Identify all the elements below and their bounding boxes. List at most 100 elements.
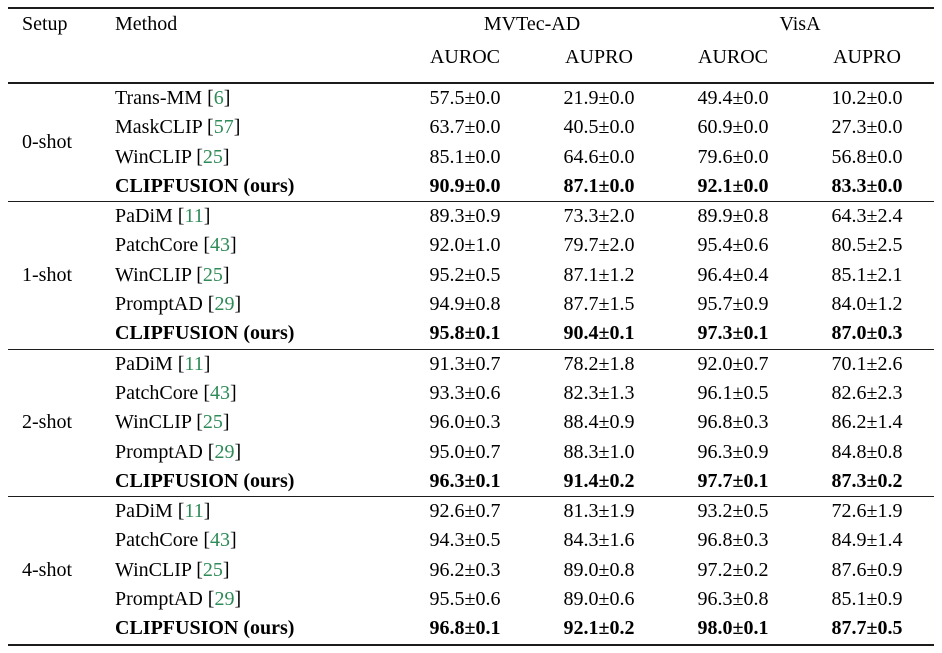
value-cell: 96.3±0.8 — [697, 588, 769, 611]
method-cell: CLIPFUSION (ours) — [103, 172, 398, 202]
value-cell: 70.1±2.6 — [800, 348, 935, 379]
value-cell: 87.3±0.2 — [831, 469, 903, 492]
table-row: WinCLIP [25] 95.2±0.5 87.1±1.2 96.4±0.4 85.1… — [8, 261, 934, 290]
method-name: PatchCore — [115, 234, 199, 257]
value-cell: 87.7±1.5 — [563, 293, 635, 316]
value-cell: 57.5±0.0 — [398, 82, 532, 114]
method-cell: WinCLIP [25] — [115, 263, 230, 286]
table-row: PatchCore [43] 92.0±1.0 79.7±2.0 95.4±0.6 80… — [8, 231, 934, 260]
method-cell: CLIPFUSION (ours) — [103, 614, 398, 644]
value-cell: 81.3±1.9 — [532, 496, 667, 527]
citation-link[interactable]: 29 — [214, 293, 235, 316]
value-cell: 92.1±0.2 — [563, 617, 635, 640]
method-name: CLIPFUSION (ours) — [115, 617, 295, 640]
value-cell: 86.2±1.4 — [831, 411, 903, 434]
method-cell: PromptAD [29] — [115, 293, 242, 316]
method-cell: CLIPFUSION (ours) — [103, 319, 398, 349]
value-cell: 80.5±2.5 — [831, 234, 903, 257]
value-cell: 96.2±0.3 — [429, 558, 501, 581]
citation-link[interactable]: 43 — [209, 234, 230, 257]
value-cell: 95.2±0.5 — [429, 263, 501, 286]
value-cell: 79.6±0.0 — [697, 145, 769, 168]
citation-link[interactable]: 11 — [184, 500, 204, 523]
method-cell: MaskCLIP [57] — [115, 116, 241, 139]
header-mvtec-ad: MVTec-AD — [483, 13, 581, 35]
value-cell: 96.1±0.5 — [697, 381, 769, 404]
citation-link[interactable]: 25 — [202, 145, 223, 168]
table-row: WinCLIP [25] 96.2±0.3 89.0±0.8 97.2±0.2 87.6… — [8, 556, 934, 585]
value-cell: 85.1±2.1 — [831, 263, 903, 286]
value-cell: 93.2±0.5 — [666, 496, 801, 527]
header-metric-aupro-visa: AUPRO — [833, 46, 901, 68]
method-cell: PaDiM [11] — [103, 201, 398, 232]
value-cell: 96.4±0.4 — [697, 263, 769, 286]
citation-link[interactable]: 25 — [202, 263, 223, 286]
value-cell: 97.2±0.2 — [697, 558, 769, 581]
table-header: Setup Method MVTec-AD VisA AUROC AUPRO A… — [8, 8, 935, 83]
value-cell: 87.0±0.3 — [831, 322, 903, 345]
value-cell: 64.3±2.4 — [800, 201, 935, 232]
value-cell: 98.0±0.1 — [697, 617, 769, 640]
value-cell: 96.0±0.3 — [429, 411, 501, 434]
table-row: CLIPFUSION (ours) 96.3±0.1 91.4±0.2 97.7±0.… — [8, 467, 934, 497]
value-cell: 27.3±0.0 — [831, 116, 903, 139]
value-cell: 60.9±0.0 — [697, 116, 769, 139]
citation-link[interactable]: 25 — [202, 558, 223, 581]
value-cell: 97.7±0.1 — [697, 469, 769, 492]
table-row: PromptAD [29] 95.5±0.6 89.0±0.6 96.3±0.8 85.… — [8, 585, 934, 614]
table-row: PatchCore [43] 94.3±0.5 84.3±1.6 96.8±0.3 84… — [8, 526, 934, 555]
citation-link[interactable]: 25 — [202, 411, 223, 434]
header-row-datasets: Setup Method MVTec-AD VisA — [8, 8, 934, 46]
value-cell: 85.1±0.0 — [429, 145, 501, 168]
citation-link[interactable]: 43 — [209, 381, 230, 404]
citation-link[interactable]: 29 — [214, 440, 235, 463]
value-cell: 21.9±0.0 — [532, 82, 667, 114]
value-cell: 84.0±1.2 — [831, 293, 903, 316]
value-cell: 91.4±0.2 — [563, 469, 635, 492]
method-name: MaskCLIP — [115, 116, 203, 139]
citation-link[interactable]: 6 — [213, 87, 224, 109]
setup-cell: 1-shot — [8, 201, 103, 350]
table-row: MaskCLIP [57] 63.7±0.0 40.5±0.0 60.9±0.0 27.… — [8, 113, 934, 142]
method-cell: WinCLIP [25] — [115, 145, 230, 168]
value-cell: 95.5±0.6 — [429, 588, 501, 611]
citation-link[interactable]: 57 — [213, 116, 234, 139]
table-row: 0-shot Trans-MM [6] 57.5±0.0 21.9±0.0 49.4±0… — [8, 82, 935, 202]
setup-cell: 0-shot — [8, 82, 103, 202]
value-cell: 63.7±0.0 — [429, 116, 501, 139]
header-method: Method — [115, 13, 178, 35]
citation-link[interactable]: 11 — [184, 352, 204, 375]
method-cell: PromptAD [29] — [115, 588, 242, 611]
method-name: WinCLIP — [115, 263, 192, 286]
method-cell: CLIPFUSION (ours) — [103, 467, 398, 497]
value-cell: 95.4±0.6 — [697, 234, 769, 257]
value-cell: 82.3±1.3 — [563, 381, 635, 404]
method-cell: PaDiM [11] — [103, 496, 398, 527]
value-cell: 85.1±0.9 — [831, 588, 903, 611]
header-metric-auroc-visa: AUROC — [698, 46, 769, 68]
value-cell: 89.0±0.8 — [563, 558, 635, 581]
method-name: PaDiM — [115, 205, 173, 228]
table-row: 4-shot PaDiM [11] 92.6±0.7 81.3±1.9 93.2±0.5… — [8, 496, 935, 645]
table-row: WinCLIP [25] 85.1±0.0 64.6±0.0 79.6±0.0 56.8… — [8, 143, 934, 172]
citation-link[interactable]: 11 — [184, 205, 204, 228]
value-cell: 91.3±0.7 — [398, 348, 532, 379]
value-cell: 84.8±0.8 — [831, 440, 903, 463]
value-cell: 84.3±1.6 — [563, 529, 635, 552]
value-cell: 89.3±0.9 — [398, 201, 532, 232]
value-cell: 95.7±0.9 — [697, 293, 769, 316]
value-cell: 84.9±1.4 — [831, 529, 903, 552]
value-cell: 90.9±0.0 — [429, 174, 501, 197]
value-cell: 87.6±0.9 — [831, 558, 903, 581]
value-cell: 82.6±2.3 — [831, 381, 903, 404]
method-name: WinCLIP — [115, 411, 192, 434]
value-cell: 87.7±0.5 — [831, 617, 903, 640]
value-cell: 95.8±0.1 — [429, 322, 501, 345]
citation-link[interactable]: 43 — [209, 529, 230, 552]
citation-link[interactable]: 29 — [214, 588, 235, 611]
method-name: CLIPFUSION (ours) — [115, 174, 295, 197]
table-row: PatchCore [43] 93.3±0.6 82.3±1.3 96.1±0.5 82… — [8, 379, 934, 408]
results-table-body: 0-shot Trans-MM [6] 57.5±0.0 21.9±0.0 49.4±0… — [8, 82, 935, 645]
value-cell: 56.8±0.0 — [831, 145, 903, 168]
setup-cell: 4-shot — [8, 496, 103, 645]
